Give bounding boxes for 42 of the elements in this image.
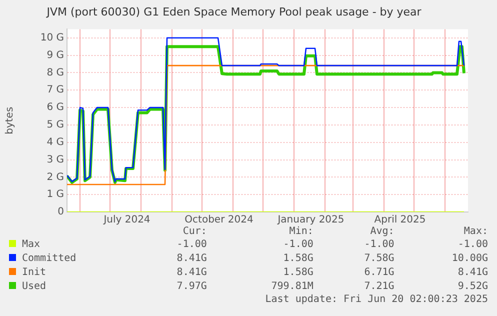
text: 1.58G: [282, 266, 314, 280]
y-tick-label: 6 G: [46, 102, 64, 114]
x-tick-label: October 2024: [184, 214, 254, 226]
text: -1.00: [363, 238, 396, 252]
y-axis-title: bytes: [4, 106, 16, 134]
text: Max:: [462, 226, 489, 238]
text: 7.58G: [363, 252, 396, 266]
y-tick-label: 4 G: [46, 136, 64, 148]
text: 8.41G: [456, 266, 489, 280]
text: -1.00: [456, 238, 489, 252]
text: 8.41G: [176, 252, 208, 266]
y-tick-label: 1 G: [46, 189, 64, 200]
y-tick-label: 2 G: [46, 172, 64, 183]
y-tick-label: 8 G: [46, 67, 64, 78]
text: 8.41G: [176, 266, 208, 280]
text: Last update: Fri Jun 20 02:00:23 2025: [264, 294, 489, 306]
y-tick-label: 9 G: [46, 50, 64, 61]
text: Avg:: [369, 226, 396, 238]
legend-label: Init: [22, 267, 46, 278]
text: 7.21G: [363, 280, 396, 294]
text: 10.00G: [450, 252, 489, 266]
text: 7.97G: [176, 280, 208, 294]
y-tick-label: 3 G: [46, 154, 64, 166]
x-tick-label: July 2024: [102, 214, 150, 226]
x-tick-label: January 2025: [276, 214, 344, 226]
text: Cur:: [182, 226, 208, 238]
text: -1.00: [176, 238, 208, 252]
legend-label: Used: [22, 281, 46, 292]
legend-label: Max: [22, 239, 40, 250]
legend-label: Committed: [22, 253, 76, 264]
y-tick-label: 10 G: [40, 32, 64, 44]
text: 9.52G: [456, 280, 489, 294]
y-tick-label: 5 G: [46, 120, 64, 131]
text: 1.58G: [282, 252, 314, 266]
y-tick-label: 7 G: [46, 84, 64, 96]
text: Min:: [288, 226, 314, 238]
y-tick-label: 0: [58, 206, 64, 218]
text: 6.71G: [363, 266, 396, 280]
text: 799.81M: [270, 280, 314, 294]
chart-title: JVM (port 60030) G1 Eden Space Memory Pool peak usage - by year: [46, 5, 422, 18]
text: -1.00: [282, 238, 314, 252]
x-tick-label: April 2025: [374, 214, 426, 226]
